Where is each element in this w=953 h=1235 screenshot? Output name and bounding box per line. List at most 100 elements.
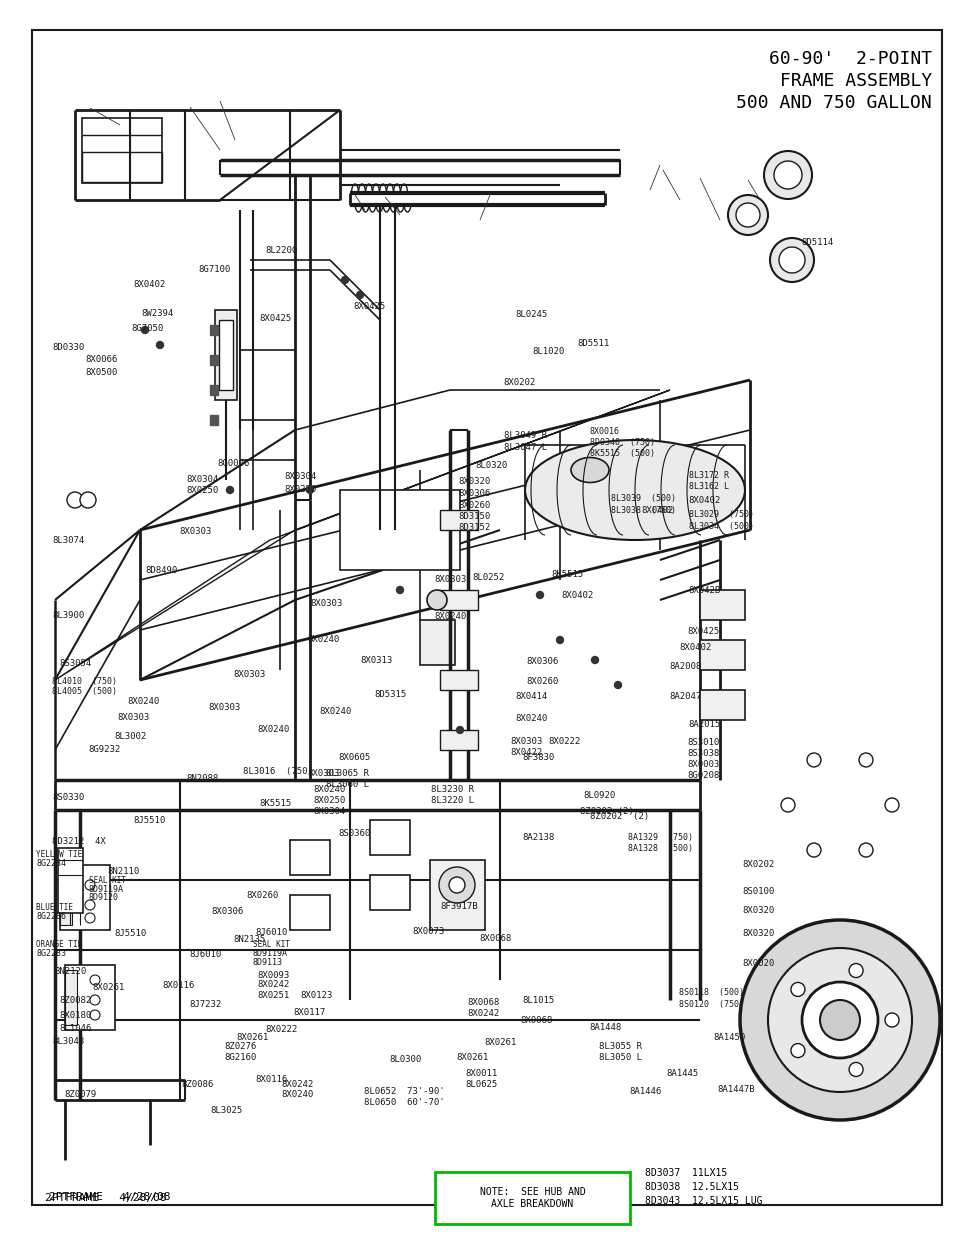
Circle shape <box>806 844 821 857</box>
Text: 8X0116: 8X0116 <box>255 1074 288 1084</box>
Circle shape <box>85 913 95 923</box>
Text: 8D0330: 8D0330 <box>52 342 85 352</box>
Circle shape <box>90 1010 100 1020</box>
Text: 8A1448: 8A1448 <box>589 1023 621 1032</box>
Text: 8A2138: 8A2138 <box>522 832 555 842</box>
Bar <box>435 1172 629 1224</box>
Text: 8N2110: 8N2110 <box>108 867 140 877</box>
Bar <box>65 965 115 1030</box>
Circle shape <box>769 238 813 282</box>
Text: 8X0240: 8X0240 <box>257 725 290 735</box>
Circle shape <box>858 844 872 857</box>
Text: 8X0240: 8X0240 <box>434 611 466 621</box>
Text: 8D3212  4X: 8D3212 4X <box>52 836 106 846</box>
Circle shape <box>735 203 760 227</box>
Text: 8X0240: 8X0240 <box>515 714 547 724</box>
Text: 8D9113: 8D9113 <box>253 957 282 967</box>
Circle shape <box>740 920 939 1120</box>
Text: 8A2047: 8A2047 <box>669 692 701 701</box>
Text: 8J5510: 8J5510 <box>133 815 166 825</box>
Text: 8X0605: 8X0605 <box>338 752 371 762</box>
Circle shape <box>90 974 100 986</box>
Text: 8K5515  (500): 8K5515 (500) <box>589 448 654 458</box>
Text: 8X0402: 8X0402 <box>679 642 711 652</box>
Text: 8A1446: 8A1446 <box>629 1087 661 1097</box>
Text: 8L1046: 8L1046 <box>59 1024 91 1034</box>
Circle shape <box>226 487 233 494</box>
Bar <box>439 590 477 610</box>
Text: 8X0222: 8X0222 <box>265 1025 297 1035</box>
Text: 500 AND 750 GALLON: 500 AND 750 GALLON <box>736 94 931 112</box>
Text: FRAME ASSEMBLY: FRAME ASSEMBLY <box>779 72 931 90</box>
Text: 60-90'  2-POINT: 60-90' 2-POINT <box>768 49 931 68</box>
Text: 8X0303: 8X0303 <box>510 736 542 746</box>
Text: 8X0011: 8X0011 <box>465 1068 497 1078</box>
Text: 8X0068: 8X0068 <box>519 1015 552 1025</box>
Text: 8X0068: 8X0068 <box>478 934 511 944</box>
Bar <box>82 152 162 182</box>
Text: 8D5511: 8D5511 <box>577 338 609 348</box>
Text: 8X0425: 8X0425 <box>259 314 292 324</box>
Text: 8Z0276: 8Z0276 <box>224 1041 256 1051</box>
Bar <box>700 640 744 671</box>
Bar <box>700 690 744 720</box>
Text: 8X0123: 8X0123 <box>300 990 333 1000</box>
Text: 8D9120: 8D9120 <box>89 893 118 903</box>
Text: 8S3010: 8S3010 <box>686 737 719 747</box>
Circle shape <box>67 492 83 508</box>
Circle shape <box>356 291 363 299</box>
Text: 8G9232: 8G9232 <box>89 745 121 755</box>
Text: 8N2120: 8N2120 <box>54 967 87 977</box>
Text: 8X0242: 8X0242 <box>281 1079 314 1089</box>
Circle shape <box>449 877 464 893</box>
Circle shape <box>556 636 563 643</box>
Circle shape <box>90 995 100 1005</box>
Text: 8X0402: 8X0402 <box>560 590 593 600</box>
Text: 8X0250: 8X0250 <box>313 795 345 805</box>
Text: YELLOW TIE: YELLOW TIE <box>36 850 82 860</box>
Text: 8D3037  11LX15: 8D3037 11LX15 <box>644 1168 726 1178</box>
Text: 8X0202: 8X0202 <box>741 860 774 869</box>
Circle shape <box>456 726 463 734</box>
Text: 8A1328  (500): 8A1328 (500) <box>627 844 692 853</box>
Text: 8X0320: 8X0320 <box>741 905 774 915</box>
Text: 8L3050 L: 8L3050 L <box>598 1052 641 1062</box>
Text: 8X0003: 8X0003 <box>686 760 719 769</box>
Text: 8D0340  (750): 8D0340 (750) <box>589 437 654 447</box>
Text: 8X0320: 8X0320 <box>741 929 774 939</box>
Text: 8J5510: 8J5510 <box>114 929 147 939</box>
Text: 8S3038: 8S3038 <box>686 748 719 758</box>
Circle shape <box>438 867 475 903</box>
Bar <box>370 820 410 855</box>
Text: 8X0303: 8X0303 <box>307 768 339 778</box>
Text: 8X0303: 8X0303 <box>233 669 266 679</box>
Text: 8J6010: 8J6010 <box>255 927 288 937</box>
Text: 8D5114: 8D5114 <box>801 237 833 247</box>
Text: 8F3830: 8F3830 <box>522 752 555 762</box>
Circle shape <box>790 1044 804 1057</box>
Text: 8L1015: 8L1015 <box>522 995 555 1005</box>
Bar <box>430 860 484 930</box>
Text: 8A1445: 8A1445 <box>665 1068 698 1078</box>
Text: 8X0180: 8X0180 <box>59 1010 91 1020</box>
Text: 8L3055 R: 8L3055 R <box>598 1041 641 1051</box>
Text: 8L0652  73'-90': 8L0652 73'-90' <box>364 1087 445 1097</box>
Bar <box>439 510 477 530</box>
Text: 8X0250: 8X0250 <box>186 485 218 495</box>
Circle shape <box>806 753 821 767</box>
Text: 8X0240: 8X0240 <box>319 706 352 716</box>
Text: 8X0422: 8X0422 <box>510 747 542 757</box>
Text: 8A1447B: 8A1447B <box>717 1084 754 1094</box>
Bar <box>65 969 77 1025</box>
Bar <box>419 620 455 664</box>
Bar <box>210 415 218 425</box>
Text: 8X0500: 8X0500 <box>86 368 118 378</box>
Text: 8X0240: 8X0240 <box>127 697 159 706</box>
Text: 8X0016: 8X0016 <box>589 426 618 436</box>
Circle shape <box>85 900 95 910</box>
Text: 8L3038  (750): 8L3038 (750) <box>610 505 675 515</box>
Bar <box>219 320 233 390</box>
Text: 8L3172 R: 8L3172 R <box>688 471 728 480</box>
Text: 8J7232: 8J7232 <box>189 999 221 1009</box>
Text: 8G0006: 8G0006 <box>217 458 250 468</box>
